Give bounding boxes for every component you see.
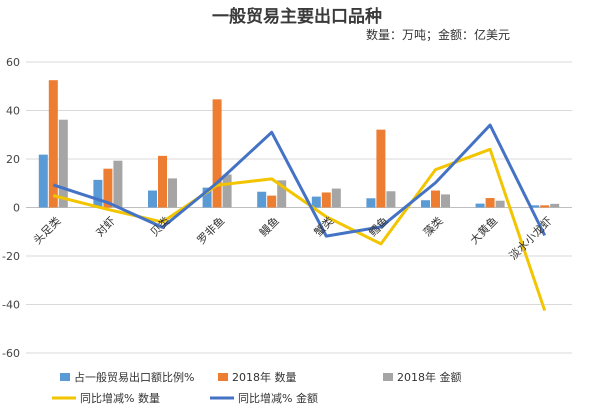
legend-label: 2018年 数量 [232, 370, 297, 384]
bar [202, 187, 212, 208]
bar [311, 196, 321, 208]
y-tick-label: 20 [6, 153, 20, 166]
x-category-label: 头足类 [30, 214, 63, 247]
bar [58, 119, 68, 208]
x-category-label: 鳗鱼 [256, 214, 281, 239]
bar [431, 190, 440, 208]
bar [495, 200, 505, 208]
x-category-label: 藻类 [420, 214, 445, 239]
bar [113, 160, 123, 208]
bar [103, 168, 113, 208]
bar [530, 205, 540, 208]
bar [38, 154, 48, 208]
legend-label: 占一般贸易出口额比例% [74, 370, 194, 384]
bar [540, 205, 550, 208]
line-group [52, 123, 547, 312]
bar [257, 191, 267, 208]
series-line [52, 123, 547, 238]
bar [148, 190, 157, 208]
bar [212, 99, 222, 208]
chart-subtitle: 数量：万吨；金额：亿美元 [365, 28, 510, 42]
y-tick-label: -20 [2, 250, 20, 263]
bar [321, 192, 331, 208]
legend-swatch [218, 373, 228, 381]
bar [386, 191, 396, 208]
x-category-label: 对虾 [93, 214, 118, 239]
y-tick-label: -40 [2, 299, 20, 312]
bar [48, 80, 58, 208]
bar [222, 174, 232, 208]
legend-swatch [60, 373, 70, 381]
legend-label: 同比增减% 金额 [238, 391, 318, 405]
bar [421, 200, 430, 208]
series-line [52, 147, 547, 312]
bar [441, 194, 450, 208]
bar [485, 198, 495, 208]
y-tick-label: -60 [2, 347, 20, 360]
x-category-label: 罗非鱼 [194, 214, 227, 247]
grid-lines [26, 61, 572, 354]
bar [475, 203, 485, 208]
chart-title: 一般贸易主要出口品种 [212, 7, 382, 27]
bar [277, 180, 287, 208]
legend-label: 同比增减% 数量 [80, 391, 160, 405]
bar [376, 129, 386, 208]
bar [331, 188, 341, 208]
x-axis-labels: 头足类 对虾 贝类 罗非鱼 鳗鱼 蟹类 鳕鱼 藻类 大黄鱼 淡水小龙虾 [30, 214, 555, 263]
y-tick-label: 0 [13, 202, 20, 215]
legend-swatch [383, 373, 393, 381]
bar [550, 203, 560, 208]
y-tick-label: 60 [6, 56, 20, 69]
bar [267, 195, 277, 208]
bar [93, 179, 103, 208]
legend-label: 2018年 金额 [397, 370, 462, 384]
bar [168, 178, 177, 208]
bar [158, 155, 167, 208]
x-category-label: 大黄鱼 [467, 214, 500, 247]
y-tick-label: 40 [6, 105, 20, 118]
y-axis: 60 40 20 0 -20 -40 -60 [2, 56, 20, 360]
bar [366, 198, 376, 208]
bar-group [38, 80, 560, 208]
